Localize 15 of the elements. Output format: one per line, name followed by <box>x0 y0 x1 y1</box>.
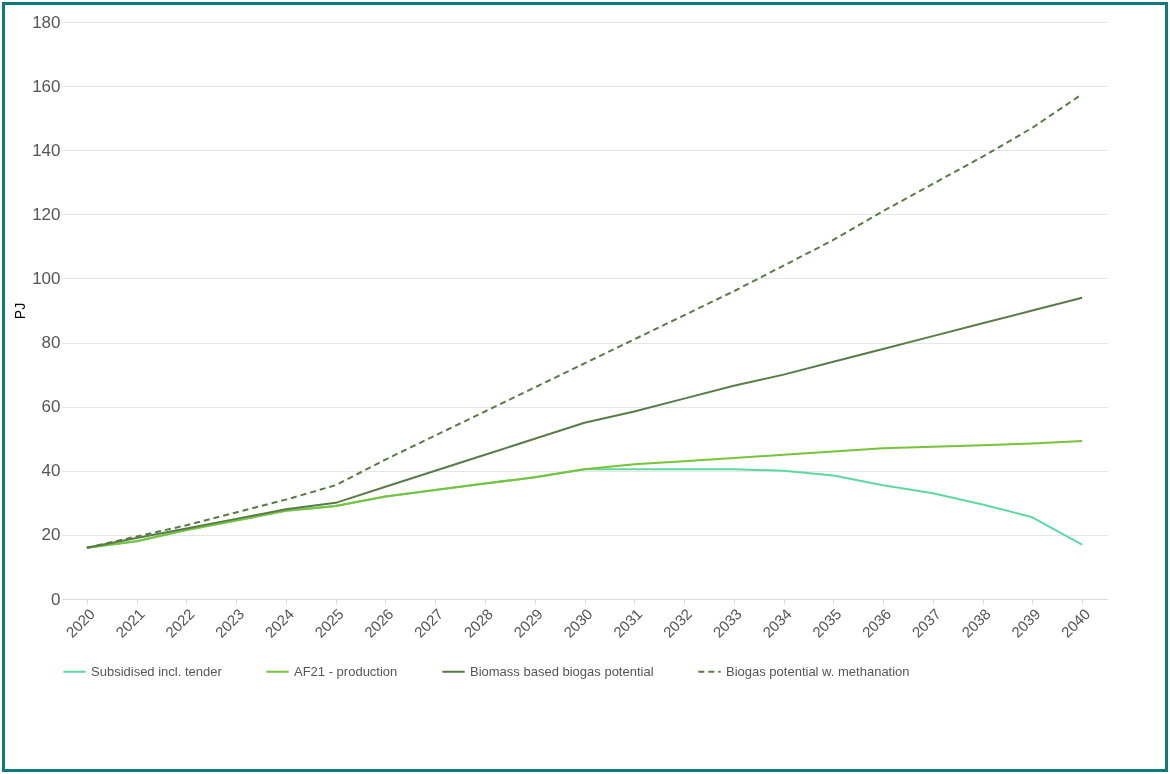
legend-label: Biomass based biogas potential <box>470 663 654 679</box>
y-tick-label: 160 <box>32 76 61 96</box>
legend-label: AF21 - production <box>294 663 398 679</box>
y-tick-label: 120 <box>32 204 61 224</box>
y-tick-label: 140 <box>32 140 61 160</box>
legend-label: Subsidised incl. tender <box>91 663 223 679</box>
y-tick-label: 100 <box>32 268 61 288</box>
y-tick-label: 60 <box>41 397 61 417</box>
y-tick-label: 80 <box>41 333 61 353</box>
y-axis-title: PJ <box>12 302 29 320</box>
y-tick-label: 40 <box>41 461 61 481</box>
y-tick-label: 0 <box>51 589 61 609</box>
y-tick-label: 20 <box>41 525 61 545</box>
legend-label: Biogas potential w. methanation <box>726 663 910 679</box>
y-tick-label: 180 <box>32 12 61 32</box>
